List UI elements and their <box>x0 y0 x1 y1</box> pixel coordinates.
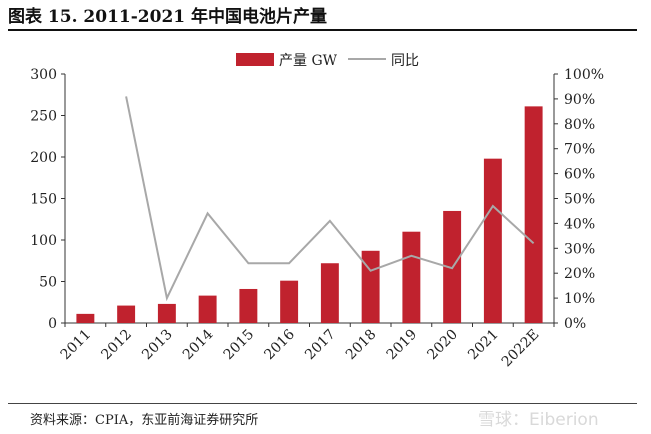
legend-line-label: 同比 <box>391 53 419 69</box>
bar-2022E <box>524 106 543 324</box>
left-tick-label: 100 <box>30 233 57 249</box>
right-tick-label: 0% <box>564 316 586 332</box>
bar-2013 <box>157 303 176 323</box>
right-tick-label: 10% <box>564 291 595 307</box>
x-tick-label: 2013 <box>139 327 176 364</box>
left-tick-label: 250 <box>30 109 57 125</box>
bar-2016 <box>280 280 299 323</box>
right-tick-label: 20% <box>564 266 595 282</box>
title-rule <box>8 29 637 31</box>
yoy-line <box>125 96 535 302</box>
x-tick-label: 2014 <box>180 326 217 363</box>
watermark: 雪球：Eiberion <box>478 410 599 430</box>
x-tick-label: 2021 <box>465 327 502 364</box>
left-tick-label: 150 <box>30 192 57 208</box>
source-note: 资料来源：CPIA，东亚前海证券研究所 <box>30 413 259 428</box>
bar-2021 <box>483 158 502 323</box>
x-tick-label: 2018 <box>343 327 380 364</box>
legend-bar-label: 产量 GW <box>279 53 338 69</box>
right-tick-label: 50% <box>564 192 595 208</box>
chart-title: 图表 15. 2011-2021 年中国电池片产量 <box>8 7 328 27</box>
left-tick-label: 200 <box>30 150 57 166</box>
bar-2017 <box>320 263 339 323</box>
right-tick-label: 100% <box>564 67 604 83</box>
right-tick-label: 30% <box>564 241 595 257</box>
x-tick-label: 2015 <box>221 327 258 364</box>
bar-2019 <box>402 231 421 323</box>
x-tick-label: 2019 <box>384 327 421 364</box>
left-tick-label: 50 <box>39 275 57 291</box>
x-tick-label: 2012 <box>98 327 135 364</box>
x-tick-label: 2022E <box>499 327 543 371</box>
bar-2015 <box>239 288 258 323</box>
left-tick-label: 300 <box>30 67 57 83</box>
right-tick-label: 80% <box>564 117 595 133</box>
left-tick-label: 0 <box>48 316 57 332</box>
x-tick-label: 2011 <box>58 327 95 364</box>
right-tick-label: 90% <box>564 92 595 108</box>
right-tick-label: 70% <box>564 142 595 158</box>
legend-bar-swatch <box>236 53 274 66</box>
x-tick-label: 2017 <box>302 327 339 364</box>
bar-2014 <box>198 295 217 323</box>
bar-2011 <box>76 313 95 323</box>
footer-rule <box>8 403 637 404</box>
right-tick-label: 60% <box>564 167 595 183</box>
right-tick-label: 40% <box>564 216 595 232</box>
x-tick-label: 2020 <box>424 327 461 364</box>
x-tick-label: 2016 <box>261 326 298 363</box>
bar-2012 <box>117 305 136 323</box>
